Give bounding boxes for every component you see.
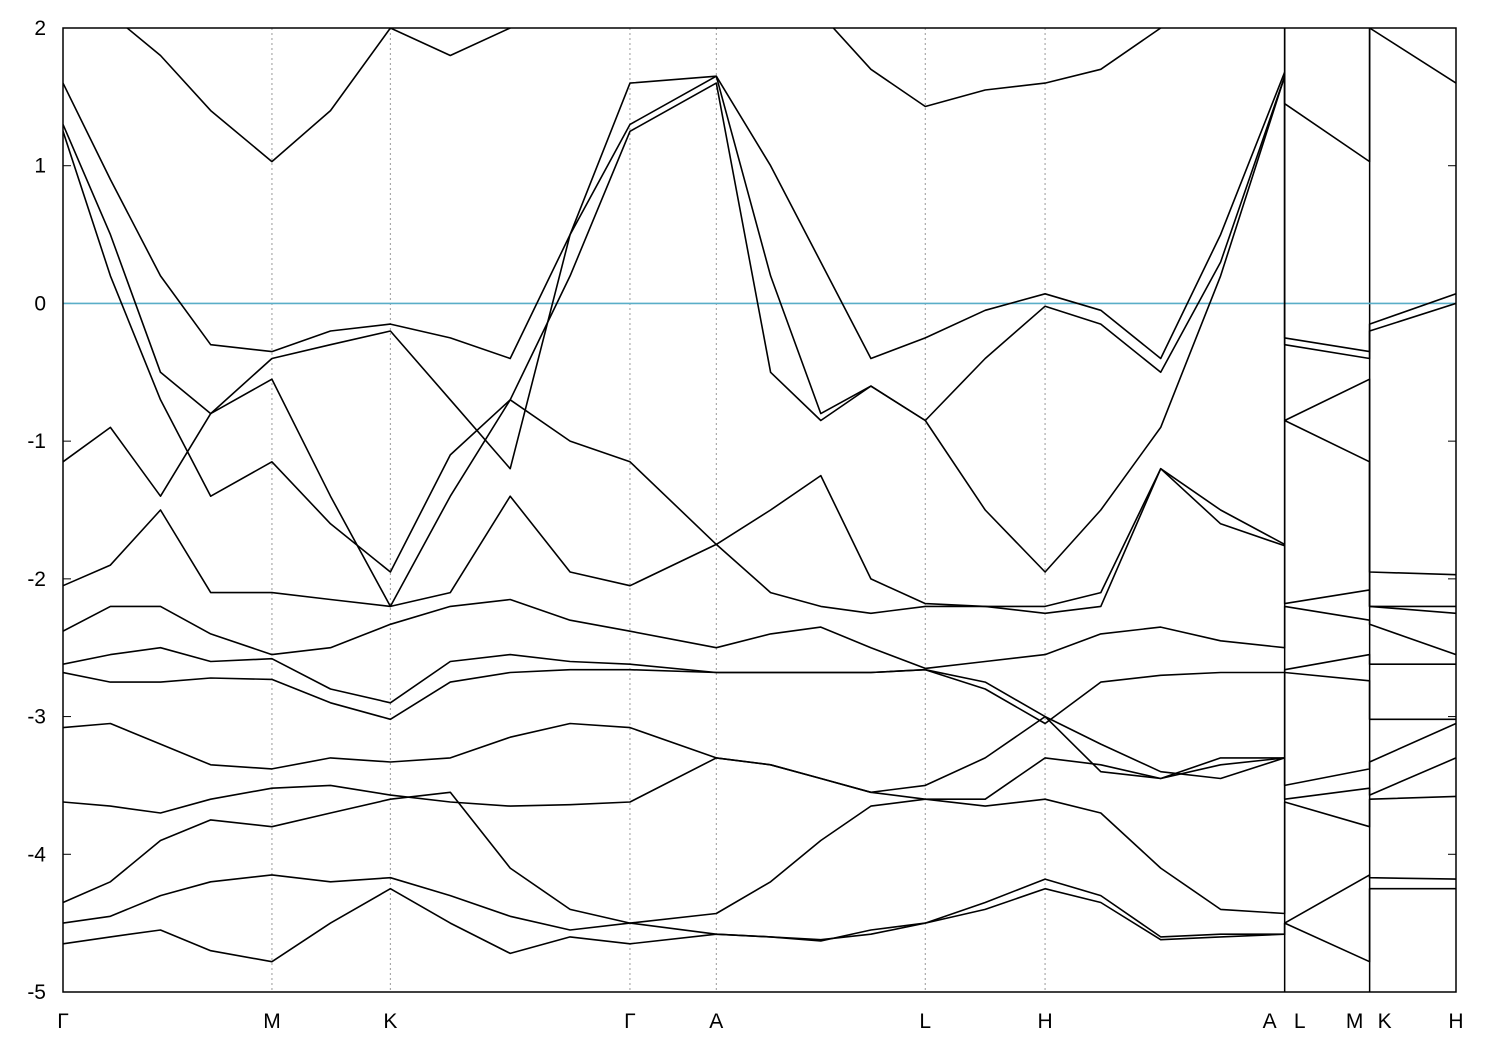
band-line	[63, 791, 1456, 924]
y-tick-label: -5	[27, 981, 46, 1004]
band-line	[125, 28, 1456, 163]
x-tick-label: H	[1448, 1010, 1463, 1033]
band-line	[63, 887, 1456, 963]
y-tick-label: 0	[34, 292, 46, 315]
band-line	[63, 757, 1456, 814]
x-tick-label: M	[1346, 1010, 1364, 1033]
bands	[63, 28, 1456, 963]
x-tick-label: K	[383, 1010, 397, 1033]
x-tick-label: Γ	[57, 1010, 69, 1033]
x-tick-label: A	[1263, 1010, 1277, 1033]
y-tick-label: 2	[34, 17, 46, 40]
grid	[63, 27, 1456, 993]
x-tick-label: K	[1378, 1010, 1392, 1033]
band-line	[63, 75, 1456, 576]
band-line	[63, 71, 1456, 360]
x-tick-label: L	[919, 1010, 931, 1033]
band-line	[63, 598, 1456, 670]
x-tick-label: L	[1294, 1010, 1306, 1033]
x-tick-label: A	[709, 1010, 723, 1033]
y-tick-label: -2	[27, 568, 46, 591]
x-tick-label: H	[1037, 1010, 1052, 1033]
band-line	[63, 668, 1456, 725]
x-tick-label: M	[263, 1010, 281, 1033]
y-tick-label: -3	[27, 706, 46, 729]
y-tick-label: 1	[34, 155, 46, 178]
band-line	[63, 378, 1456, 608]
plot-frame	[62, 27, 1457, 993]
y-tick-label: -1	[27, 430, 46, 453]
x-tick-label: Γ	[624, 1010, 636, 1033]
band-line	[63, 467, 1456, 615]
y-tick-label: -4	[27, 843, 46, 866]
